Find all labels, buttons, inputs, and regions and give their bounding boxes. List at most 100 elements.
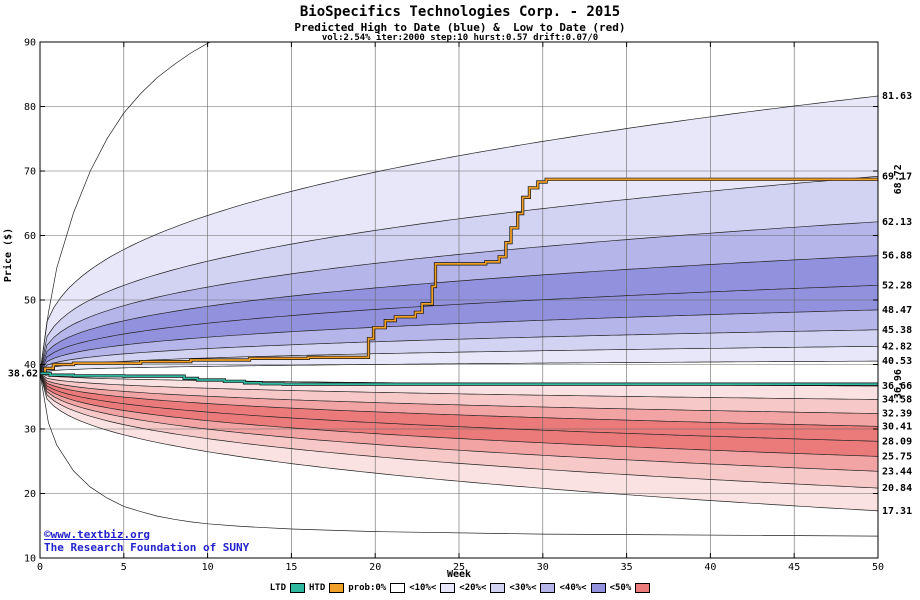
band-value-label: 42.82 — [882, 341, 912, 352]
x-tick-label: 0 — [37, 562, 43, 573]
x-tick-label: 35 — [621, 562, 633, 573]
prob-band-high-5 — [40, 255, 878, 374]
legend-swatch-6 — [590, 583, 606, 593]
band-boundary-line — [40, 221, 878, 374]
legend-swatch-2 — [390, 583, 406, 593]
y-axis-title: Price ($) — [3, 227, 14, 283]
band-boundary-line — [40, 176, 878, 374]
band-value-label: 17.31 — [882, 506, 912, 517]
legend-swatch-5 — [540, 583, 556, 593]
x-tick-label: 45 — [788, 562, 800, 573]
y-tick-label: 30 — [24, 425, 36, 436]
band-value-label: 23.44 — [882, 466, 912, 477]
legend-swatch-0 — [290, 583, 305, 593]
chart-subtitle: Predicted High to Date (blue) & Low to D… — [294, 21, 626, 34]
band-value-label: 25.75 — [882, 451, 912, 462]
band-value-label: 81.63 — [882, 91, 912, 102]
legend: LTD HTD prob:0% <10%< <20%< <30%< <40%< <50% — [0, 583, 920, 593]
band-boundary-line — [40, 373, 878, 489]
band-boundary-line — [40, 373, 878, 400]
y-tick-label: 40 — [24, 360, 36, 371]
x-tick-label: 40 — [704, 562, 716, 573]
foundation-text: The Research Foundation of SUNY — [44, 541, 250, 554]
band-boundary-line — [40, 284, 878, 374]
band-boundary-line — [40, 42, 212, 374]
plot-area — [40, 42, 878, 558]
htd-line — [40, 178, 878, 375]
x-tick-label: 50 — [872, 562, 884, 573]
legend-label-6: <40%< — [559, 583, 587, 593]
band-value-label: 30.41 — [882, 421, 912, 432]
band-value-label: 45.38 — [882, 325, 912, 336]
legend-label-4: <20%< — [459, 583, 487, 593]
band-value-label: 56.88 — [882, 251, 912, 262]
prob-band-low-3 — [40, 373, 878, 427]
legend-label-3: <10%< — [409, 583, 437, 593]
htd-current-label: 68.72 — [893, 164, 904, 194]
band-boundary-line — [40, 373, 878, 442]
copyright-link[interactable]: ©www.textbiz.org — [44, 528, 150, 541]
band-boundary-line — [40, 255, 878, 374]
band-value-label: 34.58 — [882, 394, 912, 405]
prob-band-high-6 — [40, 221, 878, 374]
band-boundary-line — [40, 373, 878, 472]
band-value-label: 48.47 — [882, 305, 912, 316]
ltd-line — [40, 372, 878, 385]
prob-band-high-3 — [40, 309, 878, 374]
copyright: ©www.textbiz.org The Research Foundation… — [44, 528, 249, 554]
legend-swatch-3 — [440, 583, 456, 593]
ltd-current-label: 36.96 — [893, 369, 904, 399]
legend-swatch-1 — [329, 583, 345, 593]
legend-label-2: prob:0% — [348, 583, 387, 593]
band-boundary-line — [40, 360, 878, 374]
x-tick-label: 10 — [202, 562, 214, 573]
x-tick-label: 25 — [453, 562, 465, 573]
x-tick-label: 20 — [369, 562, 381, 573]
band-boundary-line — [40, 309, 878, 374]
band-boundary-line — [40, 373, 878, 512]
prob-band-high-8 — [40, 96, 878, 374]
y-tick-label: 50 — [24, 296, 36, 307]
y-tick-label: 80 — [24, 102, 36, 113]
y-tick-label: 70 — [24, 167, 36, 178]
prob-band-high-4 — [40, 285, 878, 374]
y-tick-label: 10 — [24, 554, 36, 565]
band-value-label: 40.53 — [882, 356, 912, 367]
legend-label-0: LTD — [269, 583, 286, 593]
legend-label-5: <30%< — [509, 583, 537, 593]
legend-swatch-4 — [490, 583, 506, 593]
prob-band-low-2 — [40, 373, 878, 414]
chart-params: vol:2.54% iter:2000 step:10 hurst:0.57 d… — [321, 33, 599, 43]
band-boundary-line — [40, 373, 878, 414]
band-boundary-line — [40, 373, 878, 537]
prob-band-high-9 — [40, 42, 878, 374]
band-value-label: 20.84 — [882, 483, 912, 494]
band-boundary-line — [40, 345, 878, 374]
chart-title: BioSpecifics Technologies Corp. - 2015 — [299, 4, 621, 20]
band-boundary-line — [40, 373, 878, 457]
legend-label-1: HTD — [309, 583, 326, 593]
prob-band-low-9 — [40, 373, 878, 537]
y-tick-label: 20 — [24, 489, 36, 500]
band-boundary-line — [40, 329, 878, 374]
band-value-label: 52.28 — [882, 280, 912, 291]
prob-band-low-4 — [40, 373, 878, 442]
prob-band-high-7 — [40, 176, 878, 374]
x-tick-label: 5 — [121, 562, 127, 573]
prob-band-low-5 — [40, 373, 878, 457]
band-boundary-line — [40, 95, 878, 374]
x-axis-title: Week — [446, 569, 472, 580]
band-value-label: 28.09 — [882, 436, 912, 447]
y-tick-label: 60 — [24, 231, 36, 242]
legend-label-7: <50% — [609, 583, 632, 593]
legend-swatch-7 — [635, 583, 651, 593]
start-price-label: 38.62 — [8, 368, 38, 379]
band-value-label: 62.13 — [882, 217, 912, 228]
y-tick-label: 90 — [24, 38, 36, 49]
band-value-label: 69.17 — [882, 171, 912, 182]
band-boundary-line — [40, 373, 878, 427]
x-tick-label: 15 — [285, 562, 297, 573]
x-tick-label: 30 — [537, 562, 549, 573]
band-value-label: 32.39 — [882, 409, 912, 420]
